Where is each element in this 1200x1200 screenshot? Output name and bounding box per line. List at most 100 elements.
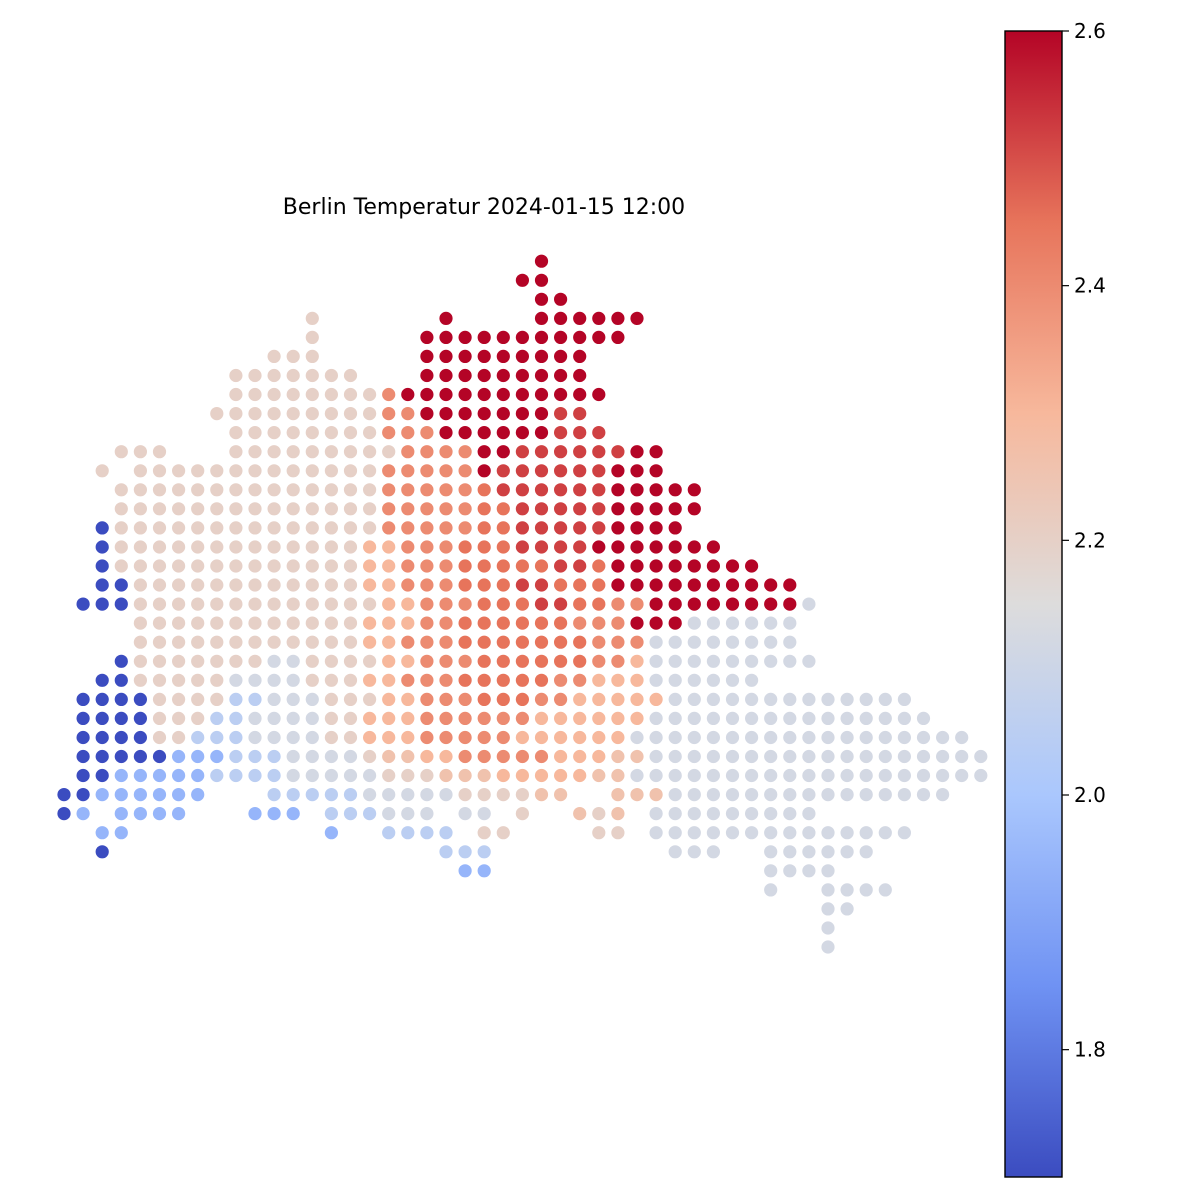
temperature-point	[191, 483, 205, 497]
temperature-point	[210, 673, 224, 687]
colorbar-gradient	[1004, 30, 1063, 1178]
temperature-point	[878, 711, 892, 726]
temperature-point	[783, 635, 797, 649]
temperature-point	[267, 730, 281, 745]
temperature-point	[229, 597, 243, 611]
temperature-point	[248, 502, 262, 516]
temperature-point	[229, 407, 243, 421]
temperature-point	[802, 826, 816, 840]
temperature-point	[267, 616, 281, 630]
temperature-point	[573, 654, 587, 668]
temperature-point	[324, 559, 338, 573]
temperature-point	[821, 711, 835, 726]
temperature-point	[363, 692, 377, 707]
temperature-point	[630, 635, 644, 649]
temperature-point	[229, 559, 243, 573]
temperature-point	[496, 540, 510, 554]
temperature-point	[172, 616, 186, 630]
temperature-point	[878, 692, 892, 707]
temperature-point	[267, 349, 281, 363]
temperature-point	[114, 540, 128, 554]
temperature-point	[286, 749, 300, 764]
temperature-point	[534, 349, 549, 363]
temperature-point	[630, 445, 644, 459]
temperature-point	[210, 578, 224, 592]
temperature-point	[821, 902, 835, 916]
temperature-point	[496, 673, 510, 687]
temperature-point	[114, 788, 128, 802]
colorbar: 1.8 2.0 2.2 2.4 2.6	[1004, 19, 1106, 1178]
temperature-point	[687, 768, 701, 783]
temperature-point	[916, 788, 931, 802]
temperature-point	[496, 826, 510, 840]
temperature-point	[401, 616, 415, 630]
temperature-point	[783, 845, 797, 859]
temperature-point	[324, 464, 338, 478]
temperature-point	[706, 845, 721, 859]
temperature-point	[114, 730, 128, 745]
temperature-point	[477, 654, 491, 668]
temperature-point	[363, 788, 377, 802]
temperature-point	[840, 883, 854, 897]
temperature-point	[286, 464, 300, 478]
temperature-point	[477, 387, 491, 402]
temperature-point	[343, 807, 358, 821]
temperature-point	[152, 654, 167, 668]
temperature-point	[649, 502, 663, 516]
temperature-point	[630, 483, 644, 497]
temperature-point	[477, 730, 491, 745]
temperature-point	[611, 807, 625, 821]
temperature-point	[706, 654, 721, 668]
temperature-point	[363, 711, 377, 726]
temperature-point	[382, 464, 396, 478]
temperature-point	[114, 692, 128, 707]
temperature-point	[133, 635, 147, 649]
temperature-point	[229, 673, 243, 687]
temperature-point	[534, 502, 549, 516]
temperature-point	[286, 445, 300, 459]
temperature-point	[802, 845, 816, 859]
temperature-point	[439, 673, 453, 687]
temperature-point	[172, 540, 186, 554]
temperature-point	[649, 635, 663, 649]
temperature-point	[324, 807, 338, 821]
temperature-point	[897, 788, 912, 802]
temperature-point	[382, 768, 396, 783]
temperature-point	[477, 788, 491, 802]
temperature-point	[496, 445, 510, 459]
temperature-point	[611, 502, 625, 516]
temperature-point	[687, 749, 701, 764]
temperature-point	[706, 559, 721, 573]
temperature-point	[515, 368, 530, 383]
temperature-point	[420, 711, 434, 726]
temperature-point	[592, 768, 606, 783]
temperature-point	[573, 368, 587, 383]
temperature-point	[706, 673, 721, 687]
temperature-point	[114, 654, 128, 668]
temperature-point	[286, 768, 300, 783]
temperature-point	[706, 826, 721, 840]
temperature-point	[649, 807, 663, 821]
temperature-point	[133, 673, 147, 687]
temperature-point	[420, 730, 434, 745]
temperature-point	[248, 483, 262, 497]
temperature-point	[95, 540, 109, 554]
temperature-point	[248, 807, 262, 821]
temperature-point	[286, 730, 300, 745]
temperature-point	[305, 768, 319, 783]
temperature-point	[477, 749, 491, 764]
temperature-point	[305, 616, 319, 630]
temperature-point	[477, 349, 491, 363]
temperature-point	[363, 540, 377, 554]
temperature-point	[630, 464, 644, 478]
temperature-point	[248, 407, 262, 421]
temperature-point	[534, 711, 549, 726]
temperature-point	[725, 826, 740, 840]
temperature-point	[114, 559, 128, 573]
temperature-points	[57, 254, 988, 954]
temperature-point	[477, 711, 491, 726]
colorbar-tick-label: 2.2	[1074, 528, 1106, 552]
temperature-point	[534, 597, 549, 611]
temperature-point	[725, 578, 740, 592]
temperature-point	[878, 883, 892, 897]
